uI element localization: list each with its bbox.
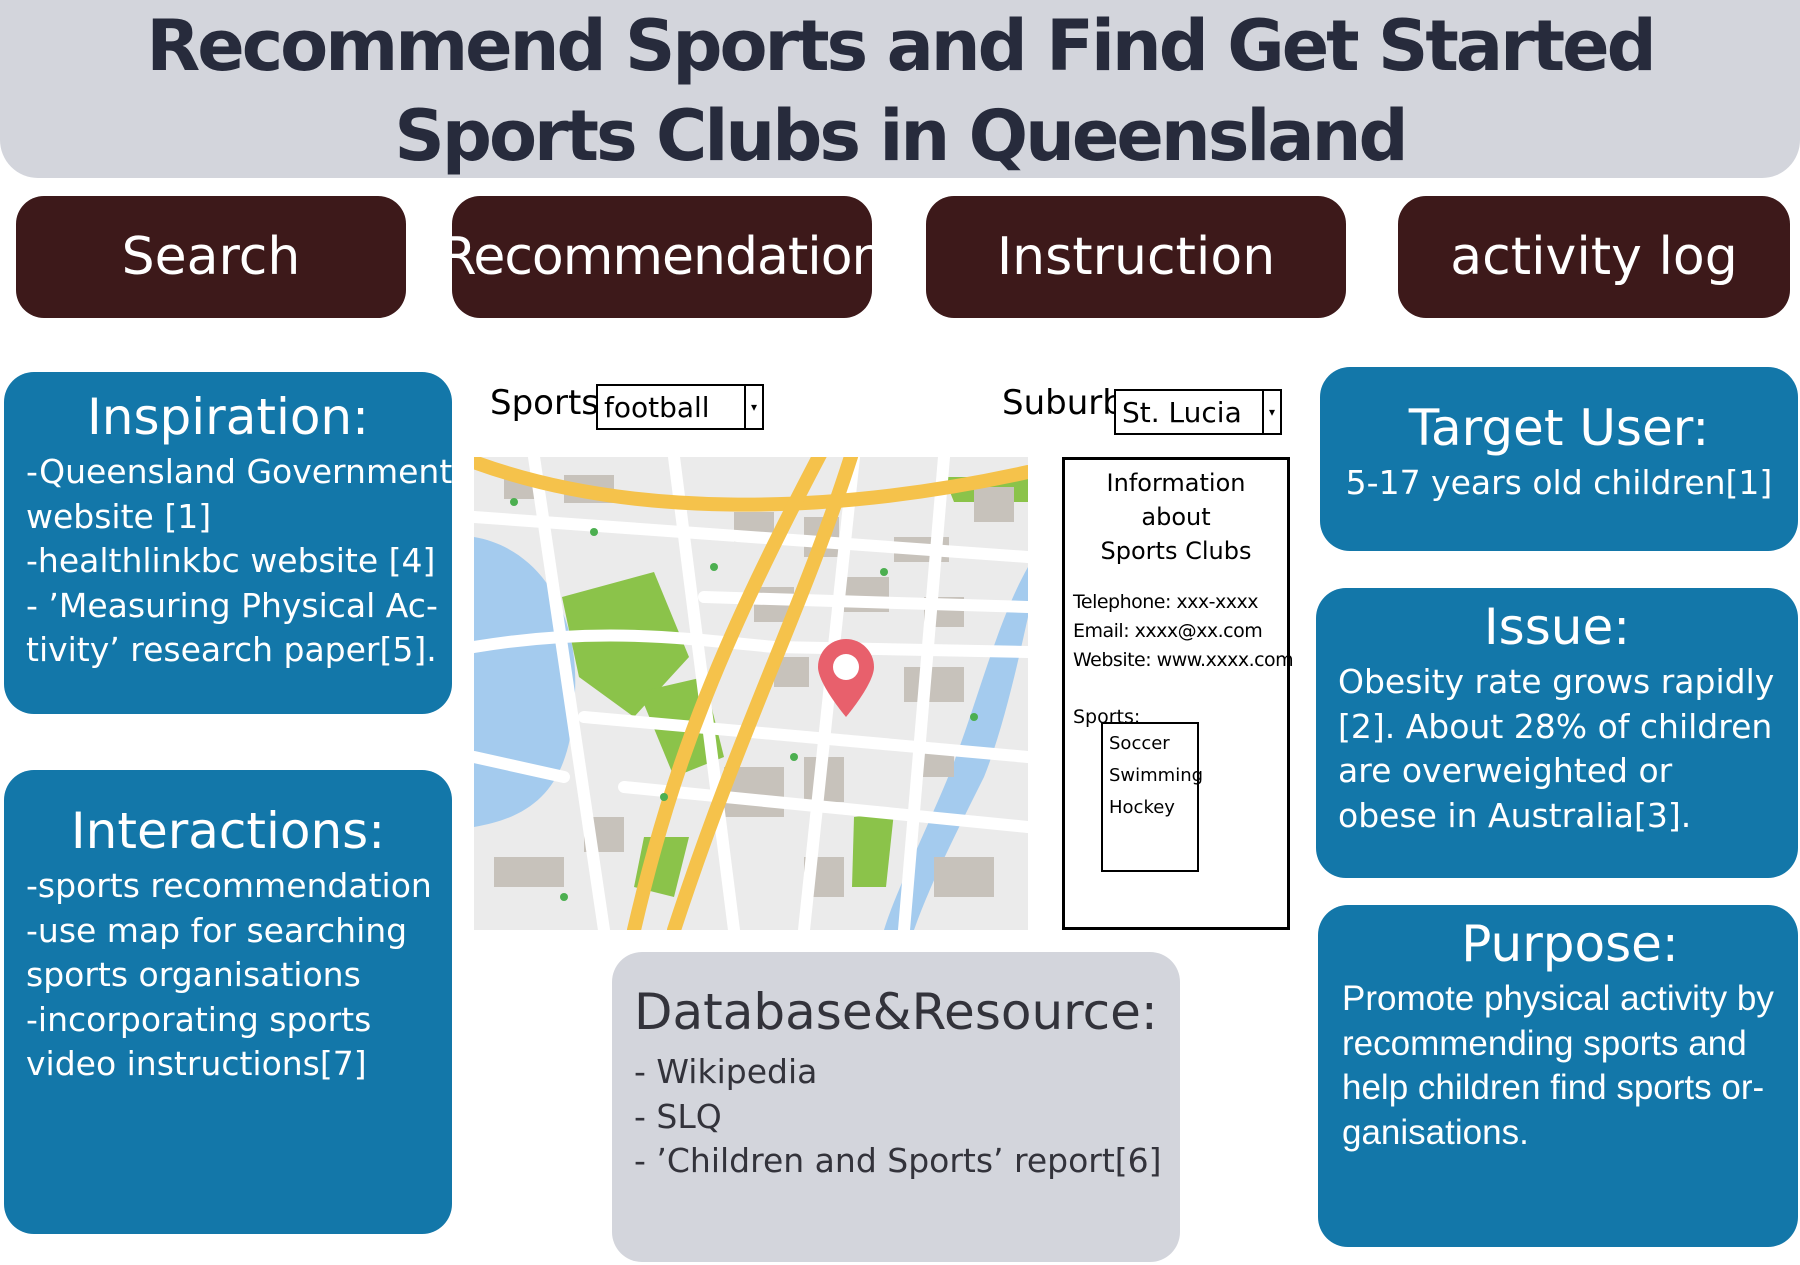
purpose-panel: Purpose: Promote physical activity by re…: [1318, 905, 1798, 1247]
info-card-title-line2: Sports Clubs: [1100, 537, 1252, 565]
page-title-line1: Recommend Sports and Find Get Started: [146, 5, 1656, 87]
activity-log-button[interactable]: activity log: [1398, 196, 1790, 318]
suburb-select[interactable]: St. Lucia ▾: [1114, 389, 1282, 435]
info-website: Website: www.xxxx.com: [1073, 649, 1294, 671]
interactions-line: -use map for searching: [26, 910, 408, 950]
search-button[interactable]: Search: [16, 196, 406, 318]
issue-line: Obesity rate grows rapidly: [1338, 662, 1775, 701]
suburb-label: Suburb: [1002, 383, 1124, 423]
target-user-line: 5-17 years old children[1]: [1345, 463, 1773, 502]
database-line: - ’Children and Sports’ report[6]: [634, 1141, 1162, 1180]
list-item[interactable]: Soccer: [1109, 733, 1170, 754]
issue-title: Issue:: [1483, 598, 1631, 656]
interactions-line: video instructions[7]: [26, 1044, 367, 1083]
info-telephone: Telephone: xxx-xxxx: [1073, 591, 1259, 613]
issue-line: are overweighted or: [1338, 751, 1673, 790]
inspiration-panel: Inspiration: -Queensland Government webs…: [4, 372, 452, 714]
inspiration-line: -Queensland Government: [26, 452, 453, 491]
purpose-line: recommending sports and: [1342, 1023, 1747, 1063]
sports-club-info-card: Information about Sports Clubs Telephone…: [1062, 457, 1294, 930]
interactions-title: Interactions:: [70, 802, 386, 860]
map-illustration: [474, 457, 1028, 930]
target-user-panel: Target User: 5-17 years old children[1]: [1320, 367, 1798, 551]
issue-panel: Issue: Obesity rate grows rapidly [2]. A…: [1316, 588, 1798, 878]
location-pin-icon[interactable]: [816, 639, 876, 719]
purpose-line: Promote physical activity by: [1342, 979, 1774, 1018]
info-card-title-line1: Information about: [1106, 469, 1246, 531]
issue-line: obese in Australia[3].: [1338, 795, 1692, 835]
map-view[interactable]: [474, 457, 1028, 930]
interactions-line: -sports recommendation: [26, 866, 432, 905]
suburb-select-value: St. Lucia: [1122, 395, 1242, 429]
sports-select[interactable]: football ▾: [596, 384, 764, 430]
inspiration-line: website [1]: [26, 496, 212, 536]
recommendation-button[interactable]: Recommendation: [441, 196, 884, 318]
chevron-down-icon[interactable]: ▾: [744, 386, 762, 428]
database-title: Database&Resource:: [634, 983, 1158, 1041]
title-banner: Recommend Sports and Find Get Started Sp…: [0, 0, 1800, 178]
interactions-panel: Interactions: -sports recommendation -us…: [4, 770, 452, 1234]
database-resource-panel: Database&Resource: - Wikipedia - SLQ - ’…: [612, 952, 1180, 1262]
sports-label: Sports: [490, 383, 599, 423]
chevron-down-icon[interactable]: ▾: [1262, 391, 1280, 433]
info-email: Email: xxxx@xx.com: [1073, 620, 1263, 642]
inspiration-line: - ’Measuring Physical Ac-: [26, 585, 438, 625]
inspiration-line: -healthlinkbc website [4]: [26, 541, 436, 580]
database-line: - Wikipedia: [634, 1052, 818, 1091]
database-line: - SLQ: [634, 1096, 722, 1136]
sports-list: Soccer Swimming Hockey: [1101, 722, 1204, 872]
page-title-line2: Sports Clubs in Queensland: [394, 95, 1408, 177]
interactions-line: -incorporating sports: [26, 999, 372, 1039]
target-user-title: Target User:: [1408, 399, 1710, 457]
instruction-button[interactable]: Instruction: [926, 196, 1346, 318]
purpose-line: help children find sports or-: [1342, 1068, 1765, 1107]
purpose-title: Purpose:: [1461, 915, 1679, 973]
interactions-line: sports organisations: [26, 955, 361, 994]
inspiration-line: tivity’ research paper[5].: [26, 630, 437, 669]
inspiration-title: Inspiration:: [87, 388, 369, 446]
sports-select-value: football: [604, 390, 710, 424]
issue-line: [2]. About 28% of children: [1338, 706, 1773, 746]
list-item[interactable]: Hockey: [1109, 797, 1175, 818]
purpose-line: ganisations.: [1342, 1112, 1529, 1152]
list-item[interactable]: Swimming: [1109, 765, 1204, 786]
